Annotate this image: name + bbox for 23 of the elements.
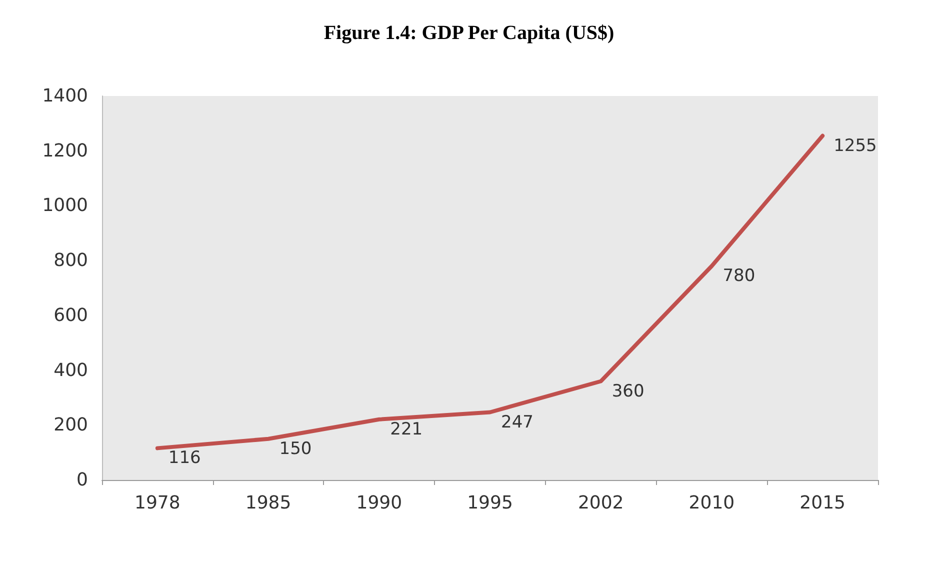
x-tick-label: 2010 (688, 492, 735, 514)
data-label: 116 (168, 448, 201, 468)
y-tick-label: 0 (76, 470, 88, 490)
x-tick-label: 2015 (800, 492, 846, 514)
data-label: 780 (722, 266, 756, 286)
x-tick-label: 1990 (356, 492, 402, 514)
y-tick-label: 600 (54, 304, 88, 326)
x-tick-label: 1995 (467, 492, 513, 514)
x-tick-label: 2002 (578, 492, 624, 514)
y-tick-label: 1000 (42, 195, 88, 216)
data-label: 247 (501, 412, 534, 432)
x-tick-label: 1978 (134, 492, 180, 514)
y-tick-label: 400 (54, 360, 88, 381)
y-tick-label: 200 (54, 414, 88, 436)
data-label: 221 (390, 419, 423, 440)
data-label: 360 (612, 381, 644, 402)
y-tick-label: 1400 (42, 86, 88, 106)
chart-title: Figure 1.4: GDP Per Capita (US$) (324, 22, 614, 44)
y-tick-label: 1200 (42, 140, 88, 162)
y-tick-label: 800 (54, 250, 88, 272)
data-label: 150 (279, 438, 312, 459)
x-tick-label: 1985 (245, 492, 292, 514)
data-label: 1255 (834, 136, 877, 156)
